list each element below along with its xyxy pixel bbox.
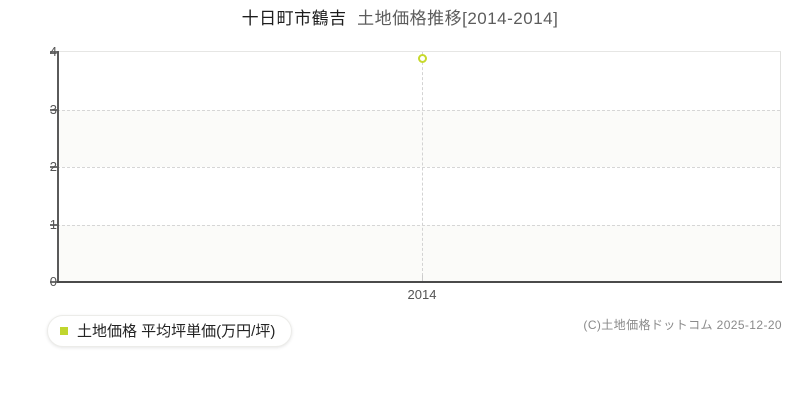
plot-band xyxy=(57,224,780,282)
gridline-y-2 xyxy=(57,167,780,168)
legend[interactable]: 土地価格 平均坪単価(万円/坪) xyxy=(47,315,293,347)
x-tick-label-2014: 2014 xyxy=(407,287,437,302)
credit-text: (C)土地価格ドットコム 2025-12-20 xyxy=(583,318,782,332)
y-tick-mark-2 xyxy=(50,166,57,168)
gridline-x-2014 xyxy=(422,52,423,281)
chart-title: 十日町市鶴吉 土地価格推移[2014-2014] xyxy=(0,8,800,30)
y-tick-mark-0 xyxy=(50,281,57,283)
data-point-2014 xyxy=(417,53,427,63)
y-axis-line xyxy=(57,51,59,282)
legend-item-label: 土地価格 平均坪単価(万円/坪) xyxy=(77,322,276,340)
y-tick-label-3: 3 xyxy=(49,101,57,117)
y-tick-mark-3 xyxy=(50,108,57,111)
plot-band xyxy=(57,109,780,167)
legend-swatch-icon xyxy=(60,327,68,335)
y-tick-label-2: 2 xyxy=(49,159,57,174)
gridline-y-1 xyxy=(57,224,780,226)
x-axis-line xyxy=(57,281,782,283)
plot-area xyxy=(57,51,781,282)
chart-title-subtitle: 土地価格推移[2014-2014] xyxy=(357,9,559,28)
gridline-x-2014-stub xyxy=(422,275,423,281)
y-tick-mark-1 xyxy=(50,223,57,226)
y-tick-label-4: 4 xyxy=(49,44,57,59)
y-tick-mark-4 xyxy=(50,51,57,53)
chart-title-main: 十日町市鶴吉 xyxy=(241,9,347,28)
y-tick-label-0: 0 xyxy=(49,274,57,289)
y-tick-label-1: 1 xyxy=(49,216,57,232)
gridline-y-3 xyxy=(57,109,780,111)
y-axis: 4 3 2 1 0 xyxy=(0,0,57,400)
